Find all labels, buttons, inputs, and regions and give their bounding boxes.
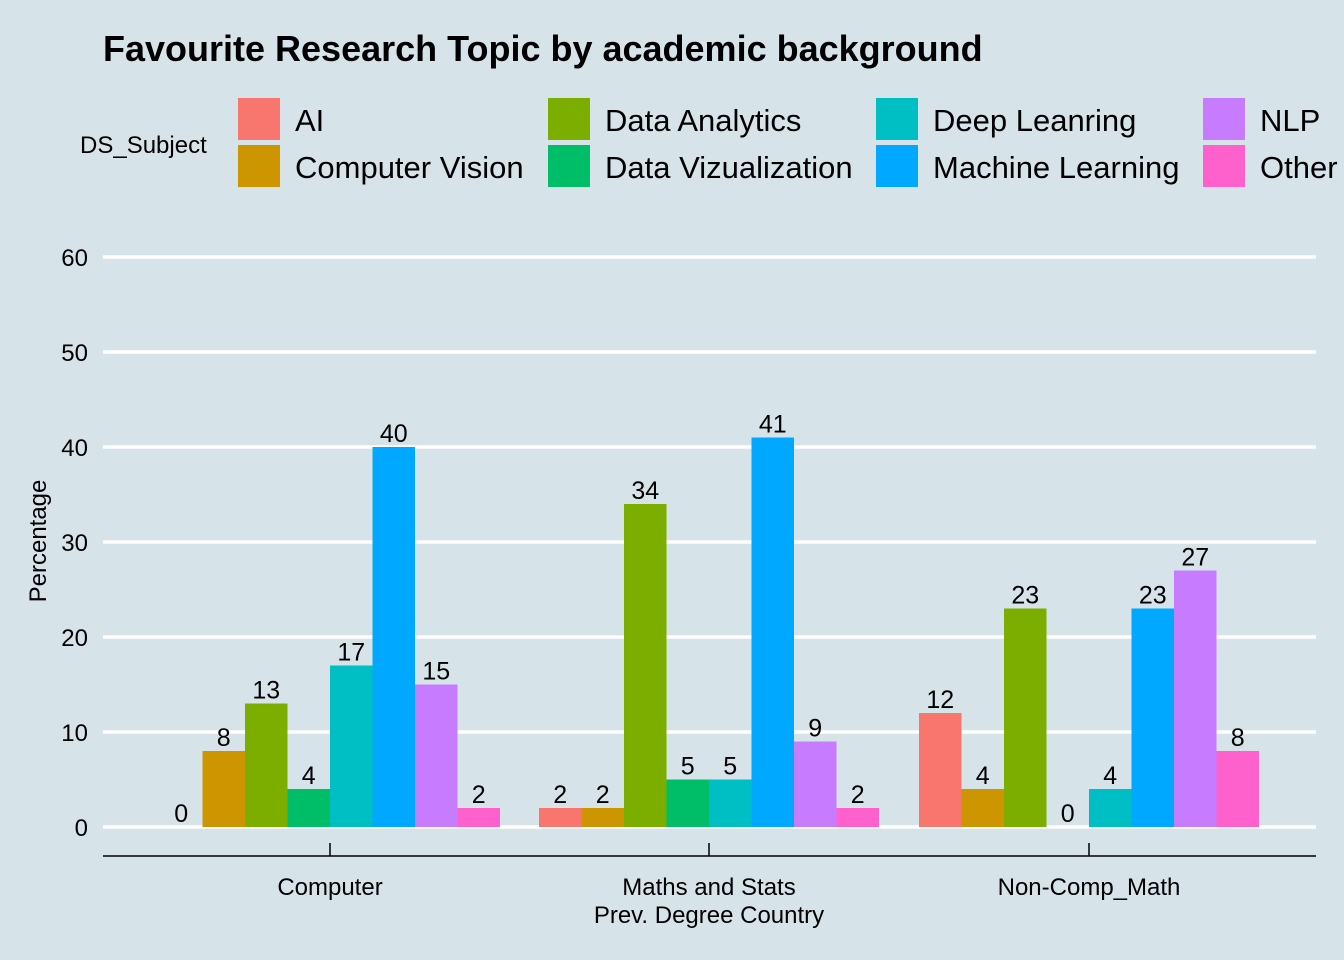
data-label: 23 bbox=[1139, 582, 1167, 610]
data-label: 23 bbox=[1011, 582, 1039, 610]
data-label: 40 bbox=[380, 420, 408, 448]
data-label: 4 bbox=[1103, 762, 1117, 790]
bar bbox=[539, 808, 582, 827]
data-label: 5 bbox=[681, 753, 695, 781]
data-label: 0 bbox=[1061, 800, 1075, 828]
legend-label: Data Vizualization bbox=[605, 150, 853, 185]
data-label: 2 bbox=[553, 781, 567, 809]
data-label: 15 bbox=[422, 658, 450, 686]
bar bbox=[961, 789, 1004, 827]
bar bbox=[202, 751, 245, 827]
x-tick-label: Maths and Stats bbox=[622, 874, 795, 901]
bar bbox=[330, 665, 373, 827]
x-axis-label: Prev. Degree Country bbox=[594, 902, 824, 929]
bar bbox=[287, 789, 330, 827]
bar bbox=[415, 684, 458, 827]
data-label: 12 bbox=[926, 686, 954, 714]
bar bbox=[666, 779, 709, 827]
y-axis-label: Percentage bbox=[25, 480, 52, 603]
legend-title: DS_Subject bbox=[80, 132, 207, 159]
data-label: 2 bbox=[596, 781, 610, 809]
y-axis-ticks: 0 10 20 30 40 50 60 bbox=[61, 245, 88, 842]
legend-key bbox=[238, 98, 280, 140]
data-label: 41 bbox=[759, 411, 787, 439]
y-tick-label: 40 bbox=[61, 435, 88, 462]
data-label: 8 bbox=[1231, 724, 1245, 752]
bar bbox=[794, 741, 837, 827]
legend-key bbox=[238, 145, 280, 187]
data-label: 2 bbox=[851, 781, 865, 809]
bar bbox=[624, 504, 667, 827]
data-label: 8 bbox=[217, 724, 231, 752]
y-tick-label: 0 bbox=[75, 815, 88, 842]
y-tick-label: 10 bbox=[61, 720, 88, 747]
y-tick-label: 60 bbox=[61, 245, 88, 272]
bar bbox=[245, 703, 288, 827]
legend-key bbox=[876, 98, 918, 140]
legend-label: Other bbox=[1260, 150, 1338, 185]
bar bbox=[1089, 789, 1132, 827]
bar bbox=[836, 808, 879, 827]
bar bbox=[581, 808, 624, 827]
legend-key bbox=[876, 145, 918, 187]
legend-label: Computer Vision bbox=[295, 150, 524, 185]
y-tick-label: 20 bbox=[61, 625, 88, 652]
y-tick-label: 50 bbox=[61, 340, 88, 367]
bar bbox=[1174, 570, 1217, 827]
chart-title: Favourite Research Topic by academic bac… bbox=[103, 28, 983, 69]
x-tick-label: Non-Comp_Math bbox=[998, 874, 1181, 901]
data-label: 0 bbox=[174, 800, 188, 828]
data-label: 17 bbox=[337, 639, 365, 667]
data-label: 34 bbox=[631, 477, 659, 505]
gridlines bbox=[103, 255, 1316, 829]
data-label: 9 bbox=[808, 715, 822, 743]
data-label: 2 bbox=[472, 781, 486, 809]
bar bbox=[1216, 751, 1259, 827]
bars bbox=[202, 437, 1259, 827]
legend-key bbox=[1203, 98, 1245, 140]
legend-key bbox=[548, 98, 590, 140]
data-label: 27 bbox=[1181, 544, 1209, 572]
bar bbox=[372, 447, 415, 827]
legend-label: Data Analytics bbox=[605, 103, 801, 138]
legend-key bbox=[1203, 145, 1245, 187]
data-label: 5 bbox=[723, 753, 737, 781]
bar bbox=[1004, 608, 1047, 827]
data-label: 13 bbox=[252, 677, 280, 705]
x-axis-ticks: Computer Maths and Stats Non-Comp_Math bbox=[277, 843, 1180, 901]
bar bbox=[919, 713, 962, 827]
legend-key bbox=[548, 145, 590, 187]
bar bbox=[709, 779, 752, 827]
legend-label: Machine Learning bbox=[933, 150, 1179, 185]
bar bbox=[751, 437, 794, 827]
legend: AI Computer Vision Data Analytics Data Vizu… bbox=[238, 98, 1338, 187]
legend-label: AI bbox=[295, 103, 324, 138]
bar bbox=[457, 808, 500, 827]
x-tick-label: Computer bbox=[277, 874, 382, 901]
data-label: 4 bbox=[976, 762, 990, 790]
legend-label: Deep Leanring bbox=[933, 103, 1136, 138]
bar bbox=[1131, 608, 1174, 827]
y-tick-label: 30 bbox=[61, 530, 88, 557]
legend-label: NLP bbox=[1260, 103, 1320, 138]
data-label: 4 bbox=[302, 762, 316, 790]
